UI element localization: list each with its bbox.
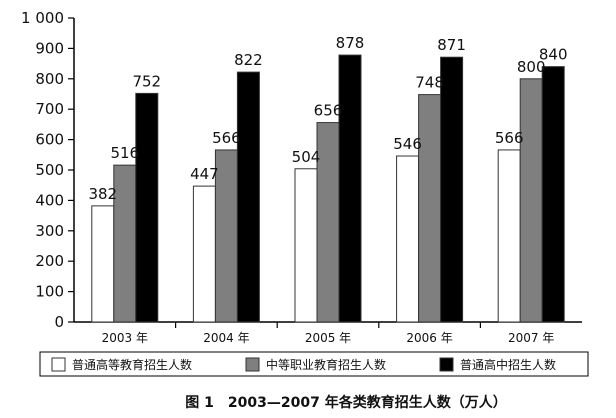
bar bbox=[91, 205, 115, 323]
data-label: 656 bbox=[314, 102, 343, 120]
x-axis-categories: 2003 年 2004 年 2005 年 2006 年 2007 年 bbox=[102, 331, 555, 345]
data-label: 566 bbox=[495, 129, 524, 147]
y-tick-label: 900 bbox=[35, 39, 64, 57]
data-label: 504 bbox=[292, 148, 321, 166]
y-tick-label: 500 bbox=[35, 161, 64, 179]
data-label: 800 bbox=[517, 58, 546, 76]
data-label: 516 bbox=[110, 144, 139, 162]
data-label: 566 bbox=[212, 129, 241, 147]
bar bbox=[497, 149, 521, 323]
x-tick-label: 2004 年 bbox=[203, 331, 249, 345]
bar bbox=[440, 56, 464, 323]
y-tick-label: 100 bbox=[35, 283, 64, 301]
bar bbox=[135, 92, 159, 323]
data-label: 752 bbox=[132, 72, 161, 90]
y-axis-ticks: 0 100 200 300 400 500 600 700 800 900 1 000 bbox=[21, 9, 74, 331]
x-tick-label: 2003 年 bbox=[102, 331, 148, 345]
bar bbox=[236, 71, 260, 323]
legend-label: 普通高等教育招生人数 bbox=[72, 357, 192, 372]
data-label: 447 bbox=[190, 165, 219, 183]
bars bbox=[91, 54, 565, 323]
data-labels: 382 516 752 447 566 822 504 656 878 546 748 871 566 8… bbox=[88, 34, 567, 203]
legend-swatch bbox=[245, 357, 260, 372]
bar bbox=[418, 94, 442, 323]
bar bbox=[294, 168, 318, 323]
y-tick-label: 600 bbox=[35, 131, 64, 149]
legend-label: 中等职业教育招生人数 bbox=[266, 357, 386, 372]
data-label: 546 bbox=[393, 135, 422, 153]
figure-caption: 图 1 2003—2007 年各类教育招生人数（万人） bbox=[185, 394, 506, 411]
y-tick-label: 700 bbox=[35, 100, 64, 118]
y-tick-label: 800 bbox=[35, 70, 64, 88]
y-tick-label: 300 bbox=[35, 222, 64, 240]
bar bbox=[338, 54, 362, 323]
y-tick-label: 200 bbox=[35, 252, 64, 270]
x-tick-label: 2006 年 bbox=[406, 331, 452, 345]
x-tick-label: 2007 年 bbox=[508, 331, 554, 345]
data-label: 822 bbox=[234, 51, 263, 69]
data-label: 871 bbox=[437, 36, 466, 54]
legend-swatch bbox=[51, 357, 66, 372]
data-label: 878 bbox=[336, 34, 365, 52]
data-label: 382 bbox=[88, 185, 117, 203]
bar bbox=[396, 155, 420, 323]
legend: 普通高等教育招生人数 中等职业教育招生人数 普通高中招生人数 bbox=[39, 351, 589, 377]
legend-label: 普通高中招生人数 bbox=[460, 357, 556, 372]
y-tick-label: 1 000 bbox=[21, 9, 64, 27]
y-tick-label: 400 bbox=[35, 191, 64, 209]
y-tick-label: 0 bbox=[54, 313, 64, 331]
bar bbox=[541, 66, 565, 323]
bar bbox=[192, 185, 216, 323]
x-tick-label: 2005 年 bbox=[305, 331, 351, 345]
bar bbox=[519, 78, 543, 323]
legend-box bbox=[39, 351, 589, 377]
legend-swatch bbox=[439, 357, 454, 372]
data-label: 748 bbox=[415, 74, 444, 92]
data-label: 840 bbox=[539, 46, 568, 64]
